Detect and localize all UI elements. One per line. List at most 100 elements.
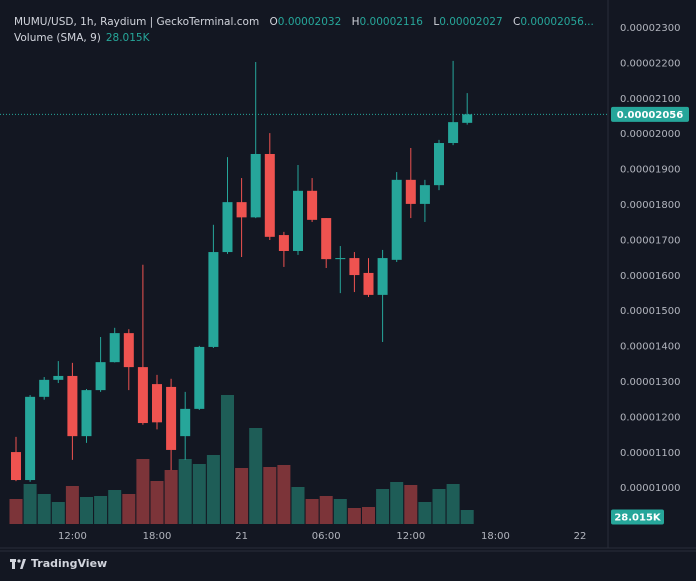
volume-bar — [164, 470, 178, 524]
volume-tag-label: 28.015K — [614, 512, 662, 523]
volume-bar — [51, 502, 65, 524]
volume-pane — [9, 395, 474, 524]
candle-body — [363, 272, 374, 295]
x-tick-label: 21 — [235, 531, 248, 542]
candle-body — [11, 452, 21, 481]
volume-bar — [136, 459, 150, 524]
candles — [0, 60, 608, 482]
brand[interactable]: TradingView — [10, 557, 107, 570]
last-price-tag — [611, 106, 689, 122]
candle-body — [109, 333, 120, 363]
volume-bar — [37, 494, 51, 524]
y-tick-label: 0.00001000 — [620, 483, 680, 494]
y-tick-label: 0.00001800 — [620, 200, 680, 211]
candle-body — [81, 390, 92, 437]
candle-body — [335, 258, 346, 260]
candle-body — [25, 396, 36, 481]
volume-bar — [65, 486, 79, 524]
volume-bar — [80, 497, 93, 524]
candle-body — [39, 379, 50, 397]
volume-bar — [23, 484, 37, 524]
x-tick-label: 06:00 — [312, 531, 341, 542]
x-tick-label: 22 — [574, 531, 587, 542]
y-tick-label: 0.00002100 — [620, 94, 680, 105]
volume-bar — [178, 459, 192, 524]
y-tick-label: 0.00001700 — [620, 235, 680, 246]
candle-body — [278, 235, 289, 251]
legend-key: O — [269, 16, 278, 28]
brand-logo — [10, 558, 26, 569]
volume-bar — [249, 428, 263, 524]
y-tick-label: 0.00002200 — [620, 58, 680, 69]
volume-bar — [192, 464, 206, 524]
volume-bar — [94, 496, 108, 524]
y-tick-label: 0.00001400 — [620, 342, 680, 353]
candle-body — [250, 153, 261, 218]
symbol-title: MUMU/USD, 1h, Raydium | GeckoTerminal.co… — [14, 16, 260, 28]
candle-body — [419, 185, 430, 204]
volume-bar — [291, 487, 305, 524]
candle-body — [152, 384, 162, 423]
y-tick-label: 0.00001900 — [620, 165, 680, 176]
candle-body — [95, 362, 106, 391]
volume-bar — [305, 499, 319, 524]
candle-body — [264, 153, 275, 237]
volume-bar — [235, 468, 249, 524]
volume-value: 28.015K — [105, 32, 150, 44]
y-tick-label: 0.00001500 — [620, 306, 680, 317]
volume-bar — [390, 482, 404, 524]
volume-bar — [221, 395, 234, 524]
legend-high: 0.00002116 — [359, 16, 423, 28]
x-tick-label: 12:00 — [58, 531, 87, 542]
legend-key: H — [351, 16, 360, 28]
y-tick-label: 0.00002300 — [620, 23, 680, 34]
x-tick-label: 18:00 — [143, 531, 172, 542]
candle-body — [137, 367, 148, 424]
candle-body — [123, 333, 134, 368]
candle-body — [166, 386, 177, 450]
candle-body — [349, 258, 360, 276]
candle-body — [67, 375, 78, 437]
volume-bar — [122, 494, 136, 524]
candle-body — [236, 202, 247, 218]
volume-bar — [362, 507, 375, 524]
y-tick-label: 0.00001300 — [620, 377, 680, 388]
y-tick-label: 0.00001100 — [620, 448, 680, 459]
legend-key: L — [433, 16, 440, 28]
legend-key: C — [513, 16, 521, 28]
legend: MUMU/USD, 1h, Raydium | GeckoTerminal.co… — [14, 14, 594, 46]
candle-body — [434, 143, 444, 186]
volume-title: Volume (SMA, 9) — [14, 32, 101, 44]
volume-bar — [9, 499, 23, 524]
candle-body — [377, 258, 388, 295]
volume-bar — [376, 489, 390, 524]
x-tick-label: 12:00 — [396, 531, 425, 542]
volume-bar — [404, 485, 418, 524]
volume-bar — [418, 502, 432, 524]
volume-bar — [263, 467, 277, 524]
candle-body — [448, 122, 459, 144]
volume-bar — [446, 484, 460, 524]
candle-body — [321, 218, 332, 260]
legend-close: 0.00002056 — [520, 16, 593, 28]
volume-bar — [206, 455, 220, 524]
volume-bar — [347, 508, 361, 524]
volume-tag — [611, 509, 664, 525]
candle-body — [222, 202, 233, 253]
volume-row: Volume (SMA, 9) 28.015K — [14, 30, 594, 46]
candle-body — [405, 179, 416, 204]
y-tick-label: 0.00001600 — [620, 271, 680, 282]
candle-body — [53, 375, 64, 380]
candle-body — [180, 408, 191, 437]
volume-bar — [432, 489, 446, 524]
candle-body — [208, 252, 219, 347]
legend-open: 0.00002032 — [277, 16, 342, 28]
candle-body — [462, 114, 473, 123]
brand-name: TradingView — [31, 557, 108, 570]
candle-body — [391, 179, 402, 260]
x-tick-label: 18:00 — [481, 531, 510, 542]
axes: 0.00001000 0.00001100 0.00001200 0.00001300… — [58, 23, 689, 542]
